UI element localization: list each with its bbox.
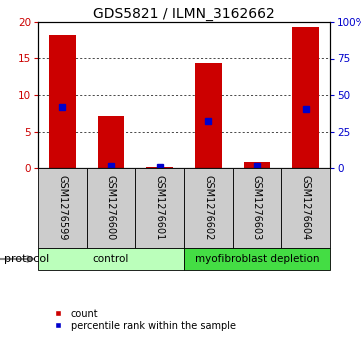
Text: GSM1276603: GSM1276603 [252, 175, 262, 241]
Text: GSM1276602: GSM1276602 [203, 175, 213, 241]
Text: GSM1276599: GSM1276599 [57, 175, 68, 241]
Bar [87, 168, 135, 248]
Text: GSM1276600: GSM1276600 [106, 175, 116, 241]
Title: GDS5821 / ILMN_3162662: GDS5821 / ILMN_3162662 [93, 7, 275, 21]
Text: GSM1276601: GSM1276601 [155, 175, 165, 241]
Bar [38, 168, 87, 248]
Bar [97, 116, 125, 168]
Bar [195, 63, 222, 168]
Bar [135, 168, 184, 248]
Text: control: control [93, 254, 129, 264]
Bar [281, 168, 330, 248]
Bar [184, 248, 330, 270]
Bar [38, 248, 184, 270]
Legend: count, percentile rank within the sample: count, percentile rank within the sample [44, 305, 240, 335]
Text: GSM1276604: GSM1276604 [301, 175, 311, 241]
Bar [233, 168, 281, 248]
Bar [49, 35, 76, 168]
Text: myofibroblast depletion: myofibroblast depletion [195, 254, 319, 264]
Bar [292, 27, 319, 168]
Bar [244, 162, 270, 168]
Bar [146, 167, 173, 168]
Text: protocol: protocol [4, 254, 49, 264]
Bar [184, 168, 233, 248]
